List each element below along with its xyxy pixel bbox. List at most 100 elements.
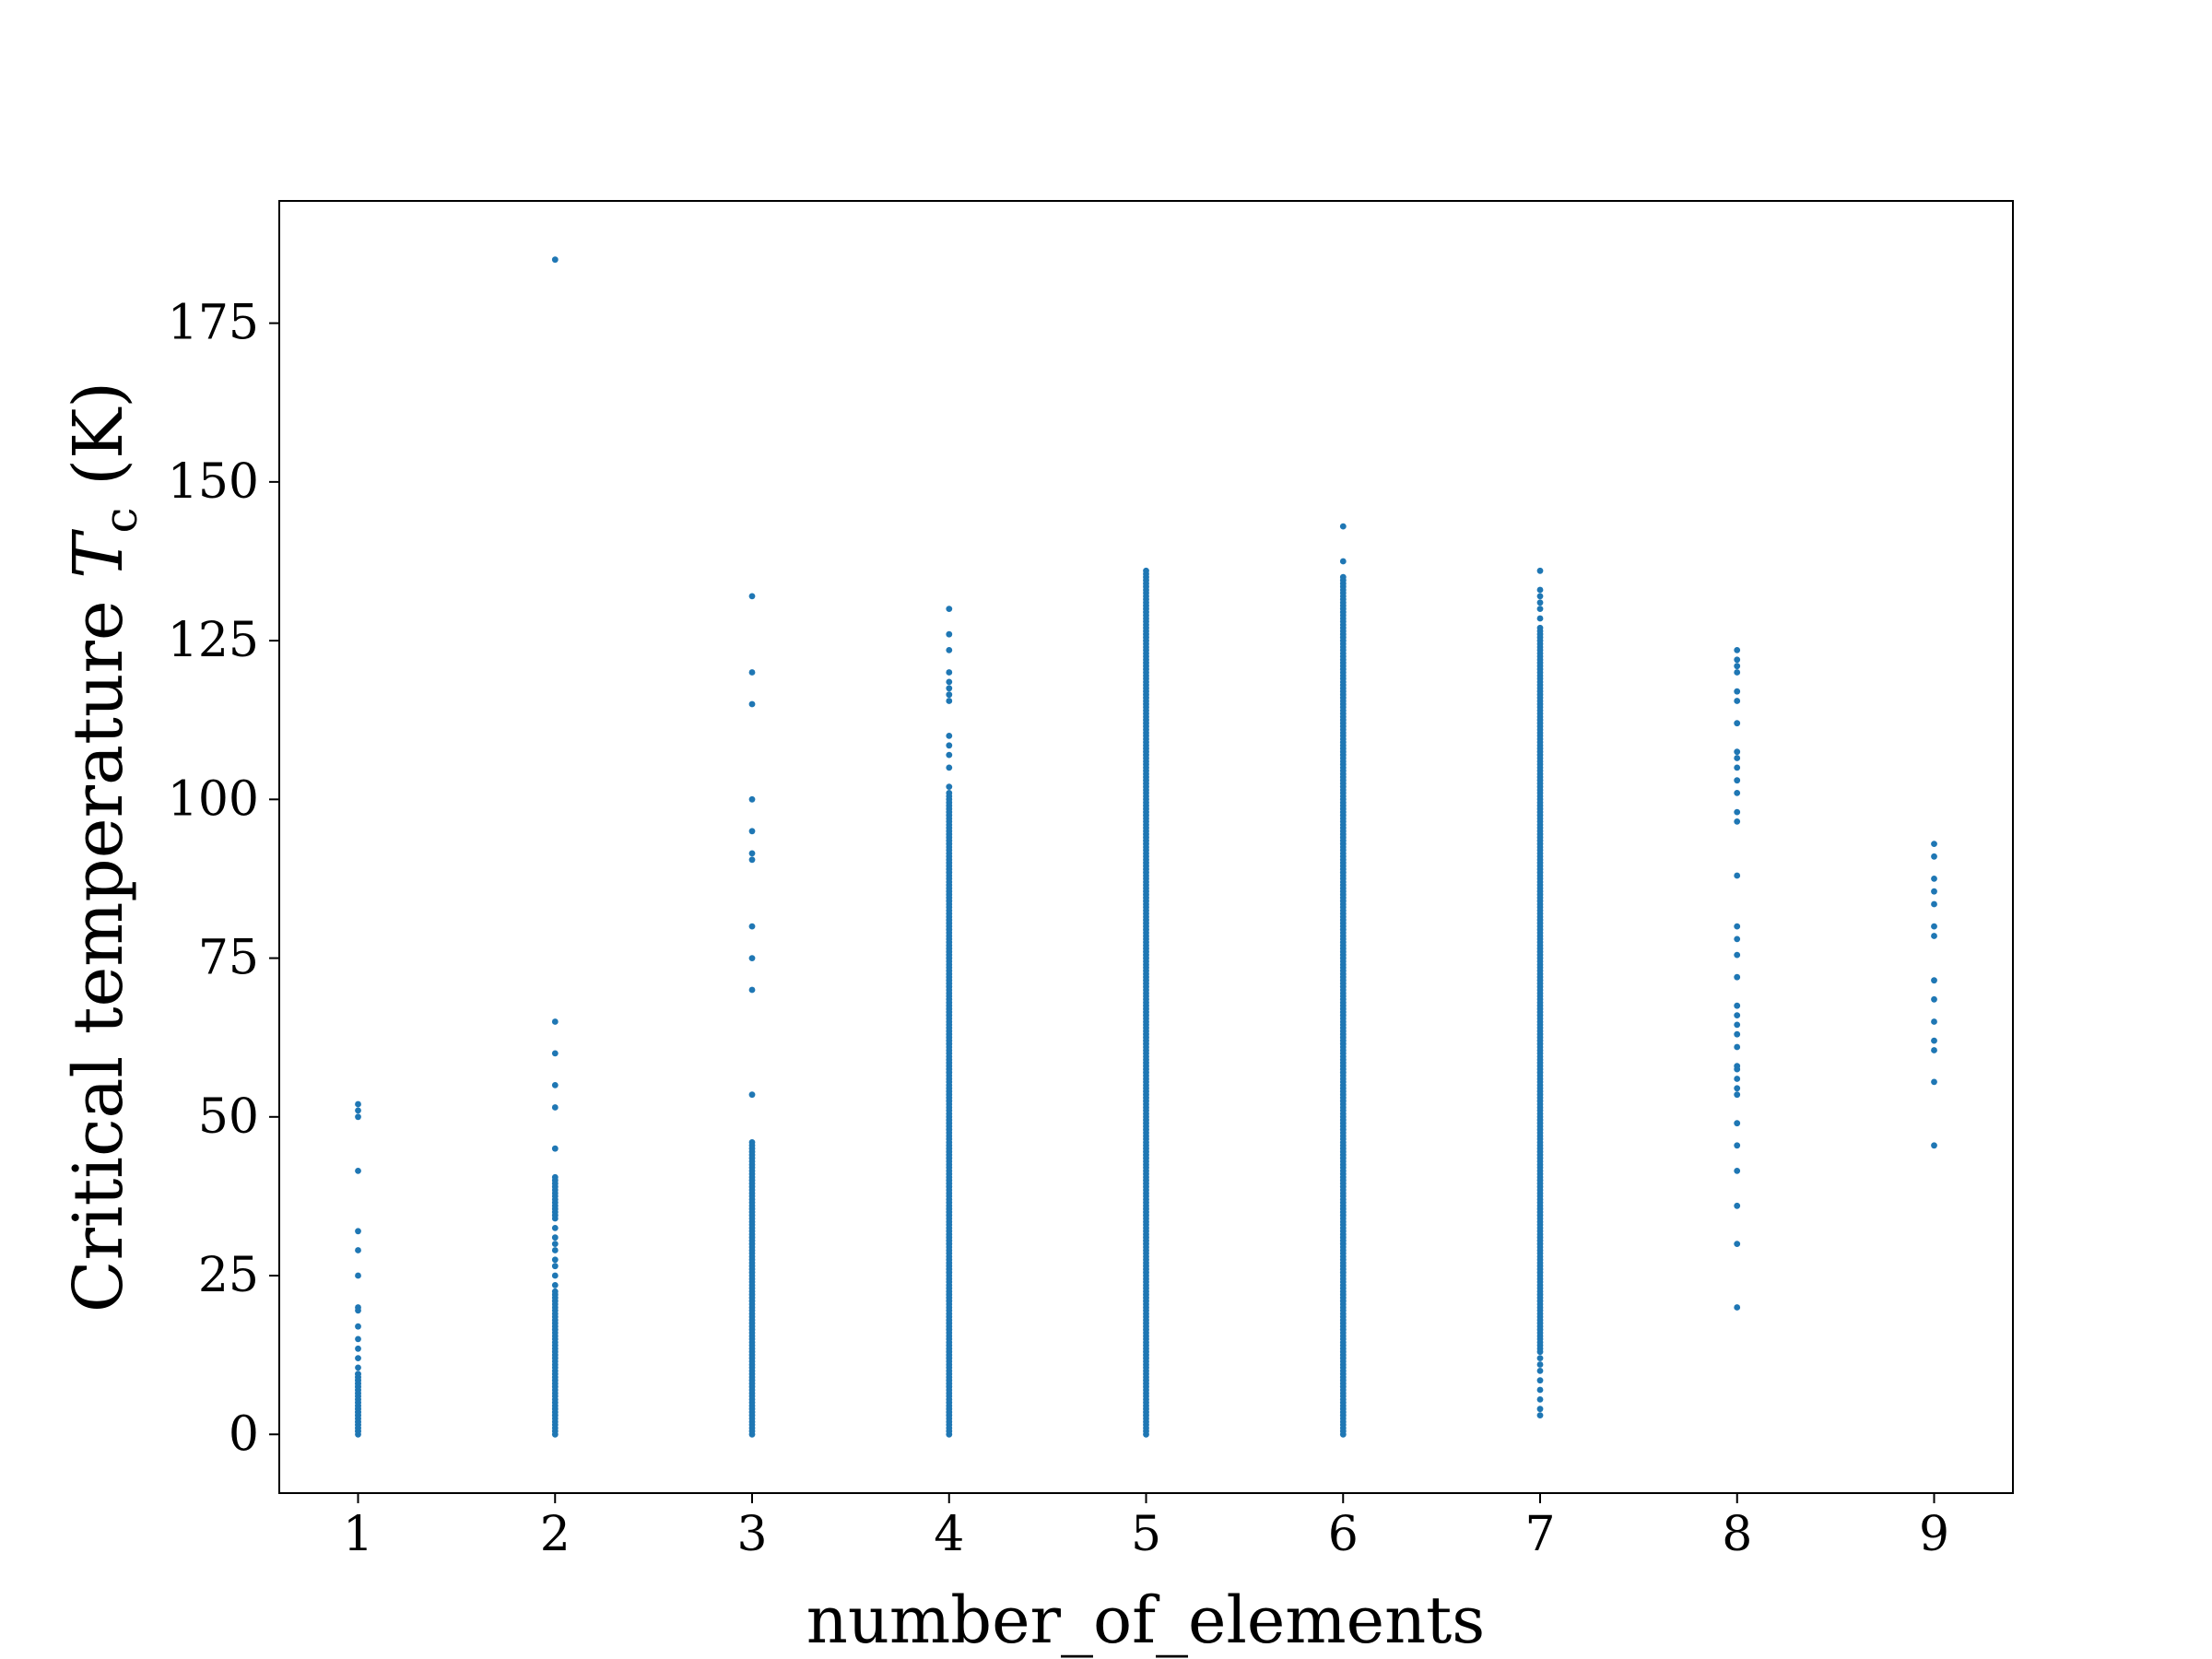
scatter-point: [946, 742, 953, 749]
scatter-point: [1931, 1142, 1937, 1149]
scatter-point: [946, 783, 953, 790]
scatter-point: [1734, 1168, 1741, 1174]
scatter-point: [1734, 951, 1741, 959]
scatter-point: [748, 795, 756, 803]
scatter-point: [748, 1091, 756, 1099]
scatter-point: [1734, 923, 1741, 930]
y-tick-label: 50: [198, 1089, 259, 1145]
scatter-point: [1143, 567, 1149, 574]
scatter-point: [355, 1304, 361, 1311]
y-tick-label: 100: [168, 771, 259, 827]
scatter-point: [1931, 853, 1937, 860]
scatter-point: [1734, 1304, 1741, 1311]
scatter-point: [551, 1050, 559, 1057]
scatter-point: [551, 1104, 559, 1111]
scatter-point: [1734, 647, 1741, 653]
scatter-point: [946, 698, 953, 704]
scatter-point: [1536, 586, 1544, 594]
scatter-point: [1536, 1386, 1544, 1394]
scatter-point: [1734, 698, 1741, 704]
scatter-point: [946, 647, 953, 653]
y-axis-ticks: 0 25 50 75 100 125 150 175: [168, 296, 279, 1462]
scatter-point: [1931, 995, 1937, 1003]
scatter-point: [1536, 606, 1544, 612]
scatter-point: [1734, 1241, 1741, 1247]
scatter-point: [355, 1364, 361, 1371]
scatter-point: [551, 1234, 559, 1241]
scatter-point: [551, 1018, 559, 1025]
scatter-point: [551, 1256, 559, 1264]
y-tick-label: 0: [229, 1406, 259, 1462]
y-tick-label: 75: [198, 931, 259, 986]
scatter-point: [748, 923, 756, 930]
scatter-point: [1734, 1120, 1741, 1127]
scatter-point: [551, 1288, 559, 1295]
scatter-point: [1734, 1043, 1741, 1051]
scatter-point: [355, 1272, 361, 1279]
scatter-point: [1536, 1406, 1544, 1413]
scatter-point: [1931, 900, 1937, 908]
scatter-point: [1734, 720, 1741, 727]
scatter-point: [355, 1323, 361, 1330]
scatter-point: [946, 669, 953, 676]
scatter-point: [1931, 1018, 1937, 1025]
scatter-point: [551, 1225, 559, 1231]
scatter-point: [355, 1335, 361, 1343]
scatter-point: [355, 1371, 361, 1378]
scatter-point: [1536, 567, 1544, 574]
x-tick-label: 9: [1919, 1507, 1949, 1562]
scatter-point: [1734, 777, 1741, 784]
x-axis-label: number_of_elements: [806, 1583, 1485, 1658]
scatter-point: [1734, 1012, 1741, 1018]
y-tick-label: 25: [198, 1248, 259, 1303]
scatter-point: [1734, 872, 1741, 879]
scatter-point: [946, 606, 953, 612]
scatter-point: [355, 1355, 361, 1361]
y-tick-label: 150: [168, 454, 259, 510]
scatter-point: [1536, 1361, 1544, 1368]
scatter-point: [1734, 1030, 1741, 1038]
scatter-point: [1931, 1078, 1937, 1086]
scatter-point: [1734, 790, 1741, 796]
scatter-point: [1931, 933, 1937, 939]
scatter-point: [946, 678, 953, 686]
scatter-point: [1931, 1047, 1937, 1053]
y-tick-label: 125: [168, 613, 259, 668]
scatter-point: [748, 1139, 756, 1146]
scatter-point: [748, 593, 756, 600]
scatter-point: [1339, 558, 1347, 565]
scatter-point: [748, 669, 756, 676]
scatter-point: [355, 1345, 361, 1352]
y-axis-label-subscript: c: [94, 507, 147, 533]
scatter-point: [551, 1247, 559, 1253]
y-axis-label: Critical temperature Tc (K): [59, 382, 147, 1312]
scatter-point: [748, 986, 756, 994]
scatter-point: [1931, 1037, 1937, 1044]
scatter-point: [1734, 1091, 1741, 1099]
scatter-point: [1536, 624, 1544, 631]
x-tick-label: 8: [1722, 1507, 1752, 1562]
scatter-point: [1339, 573, 1347, 581]
scatter-point: [946, 685, 953, 692]
scatter-point: [1734, 1142, 1741, 1149]
scatter-point: [946, 630, 953, 638]
x-tick-label: 3: [736, 1507, 767, 1562]
y-tick-label: 175: [168, 296, 259, 351]
scatter-point: [1734, 656, 1741, 664]
scatter-point: [1536, 599, 1544, 606]
scatter-point: [1536, 593, 1544, 600]
x-tick-label: 2: [540, 1507, 571, 1562]
scatter-point: [1339, 523, 1347, 530]
scatter-point: [1734, 748, 1741, 756]
scatter-point: [355, 1247, 361, 1253]
scatter-point: [1734, 808, 1741, 816]
scatter-point: [355, 1100, 361, 1108]
y-axis-label-main: Critical temperature: [59, 579, 138, 1312]
scatter-point: [1931, 876, 1937, 882]
scatter-point: [1734, 669, 1741, 676]
scatter-point: [355, 1113, 361, 1121]
scatter-point: [946, 733, 953, 739]
scatter-point: [1536, 1412, 1544, 1418]
